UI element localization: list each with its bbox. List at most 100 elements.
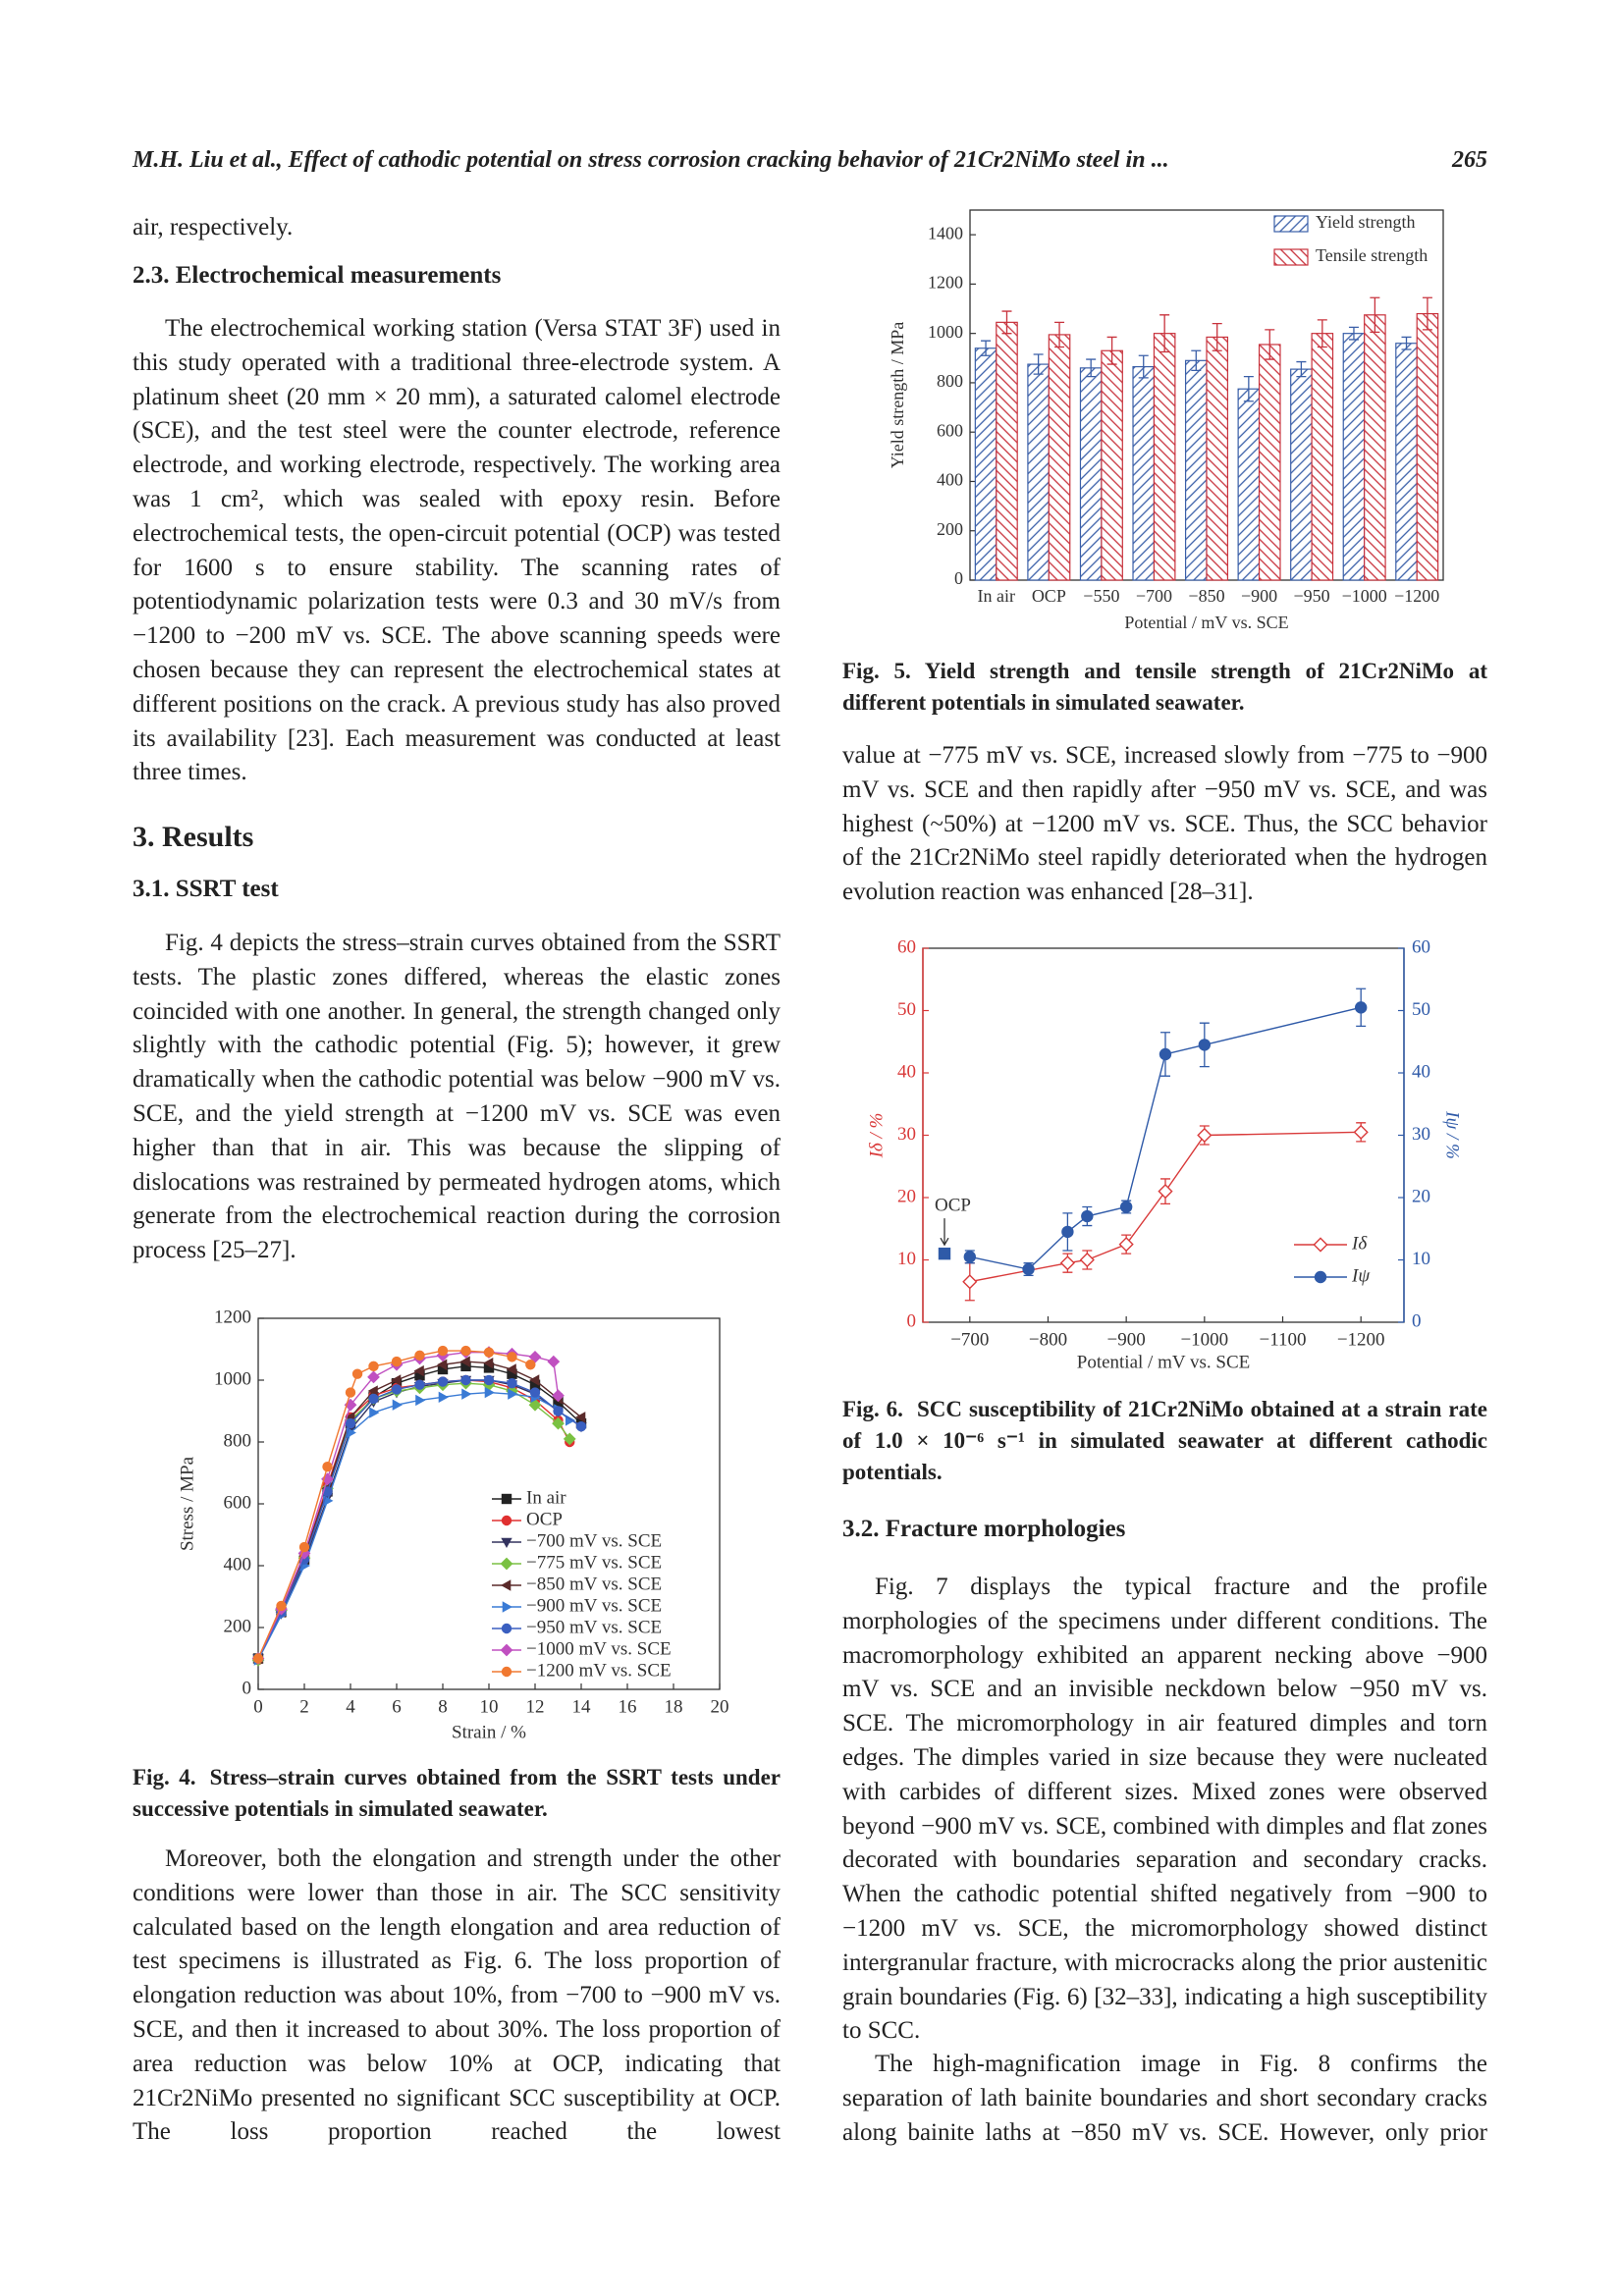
x-tick-label: 10 bbox=[480, 1696, 499, 1717]
y-axis-label: Iδ / % bbox=[866, 1113, 887, 1159]
y-axis-label: Stress / MPa bbox=[177, 1456, 197, 1551]
error-bar bbox=[1370, 296, 1380, 334]
data-point bbox=[553, 1406, 564, 1416]
data-point bbox=[575, 1412, 586, 1423]
legend-label: −700 mV vs. SCE bbox=[526, 1530, 662, 1551]
y2-tick-label: 60 bbox=[1412, 937, 1430, 957]
x-tick-label: 0 bbox=[253, 1696, 263, 1717]
legend-marker bbox=[502, 1601, 512, 1613]
y-tick-label: 60 bbox=[897, 937, 916, 957]
data-point bbox=[483, 1347, 495, 1358]
paragraph: value at −775 mV vs. SCE, increased slow… bbox=[842, 742, 1487, 906]
y-tick-label: 40 bbox=[897, 1061, 916, 1082]
error-bar bbox=[1348, 326, 1359, 341]
legend-label: −1200 mV vs. SCE bbox=[526, 1660, 672, 1681]
section-heading: 2.3. Electrochemical measurements bbox=[133, 262, 502, 289]
x-tick-label: −550 bbox=[1083, 586, 1119, 606]
paragraph: The electrochemical working station (Ver… bbox=[133, 315, 781, 786]
data-point bbox=[391, 1374, 402, 1386]
caption-text: Stress–strain curves obtained from the S… bbox=[133, 1765, 781, 1821]
y-tick-label: 400 bbox=[224, 1554, 252, 1575]
data-point bbox=[437, 1359, 448, 1370]
series-line bbox=[257, 1350, 531, 1659]
data-point bbox=[1159, 1047, 1172, 1061]
bar bbox=[1237, 388, 1261, 581]
legend-marker bbox=[501, 1666, 512, 1678]
x-axis-label: Strain / % bbox=[452, 1722, 526, 1742]
data-point bbox=[484, 1386, 495, 1399]
caption-text: Yield strength and tensile strength of 2… bbox=[842, 659, 1487, 715]
y-tick-label: 1000 bbox=[928, 322, 963, 342]
y-tick-label: 0 bbox=[954, 568, 963, 588]
data-point bbox=[962, 1274, 978, 1290]
error-bar bbox=[1401, 336, 1412, 350]
data-point bbox=[508, 1388, 518, 1400]
data-point bbox=[575, 1421, 587, 1432]
x-tick-label: 4 bbox=[346, 1696, 355, 1717]
page-number: 265 bbox=[1452, 147, 1487, 173]
x-tick-label: −900 bbox=[1241, 586, 1277, 606]
y-tick-label: 0 bbox=[907, 1310, 917, 1331]
error-bar bbox=[1317, 319, 1327, 348]
data-point bbox=[507, 1377, 517, 1389]
x-tick-label: −1000 bbox=[1180, 1329, 1228, 1350]
legend-label: Tensile strength bbox=[1316, 245, 1428, 265]
paragraph: Moreover, both the elongation and streng… bbox=[133, 1845, 781, 2146]
error-bar bbox=[1159, 314, 1170, 353]
data-point bbox=[367, 1370, 380, 1384]
y2-axis-label: Iψ / % bbox=[1442, 1110, 1463, 1159]
y-tick-label: 10 bbox=[897, 1249, 916, 1269]
error-bar bbox=[1086, 358, 1097, 378]
legend-label: −950 mV vs. SCE bbox=[526, 1617, 662, 1637]
y-axis-label: Yield strength / MPa bbox=[888, 322, 907, 469]
y2-tick-label: 50 bbox=[1412, 999, 1430, 1020]
error-bar bbox=[1001, 310, 1012, 335]
y-tick-label: 50 bbox=[897, 999, 916, 1020]
data-point bbox=[1197, 1127, 1213, 1144]
x-tick-label: −1200 bbox=[1337, 1329, 1385, 1350]
x-tick-label: 16 bbox=[619, 1696, 637, 1717]
x-tick-label: −950 bbox=[1294, 586, 1330, 606]
error-bar bbox=[1265, 329, 1275, 360]
data-point bbox=[1198, 1039, 1212, 1051]
bar bbox=[1079, 367, 1103, 581]
legend-marker bbox=[1313, 1237, 1328, 1253]
data-point bbox=[1079, 1252, 1095, 1268]
error-bar bbox=[1422, 296, 1432, 331]
annotation: OCP bbox=[935, 1196, 971, 1216]
legend-label: OCP bbox=[526, 1509, 563, 1529]
bar bbox=[1184, 359, 1208, 581]
paragraph: Fig. 7 displays the typical fracture and… bbox=[842, 1574, 1487, 2045]
caption-label: Fig. 5. bbox=[842, 659, 911, 683]
bar bbox=[1048, 334, 1071, 581]
data-point bbox=[437, 1345, 449, 1357]
legend-marker bbox=[1314, 1270, 1327, 1284]
legend-marker bbox=[500, 1643, 513, 1657]
y-tick-label: 200 bbox=[937, 519, 963, 539]
x-tick-label: 18 bbox=[665, 1696, 683, 1717]
data-point bbox=[368, 1361, 379, 1372]
x-tick-label: −1200 bbox=[1394, 586, 1439, 606]
data-point bbox=[252, 1653, 264, 1664]
x-tick-label: 6 bbox=[392, 1696, 402, 1717]
bar bbox=[1153, 333, 1176, 581]
x-tick-label: 8 bbox=[438, 1696, 448, 1717]
series-line bbox=[257, 1379, 570, 1661]
x-tick-label: −1000 bbox=[1342, 586, 1387, 606]
error-bar bbox=[1054, 321, 1065, 348]
x-tick-label: 14 bbox=[572, 1696, 592, 1717]
legend-swatch bbox=[1273, 248, 1309, 266]
data-point bbox=[1119, 1201, 1133, 1213]
legend-label: In air bbox=[526, 1487, 566, 1508]
data-point bbox=[437, 1376, 449, 1387]
y2-tick-label: 20 bbox=[1412, 1186, 1430, 1206]
data-point bbox=[322, 1461, 333, 1472]
legend-label: Iδ bbox=[1351, 1233, 1368, 1254]
x-axis-label: Potential / mV vs. SCE bbox=[1124, 613, 1288, 632]
data-point bbox=[529, 1387, 541, 1398]
x-tick-label: −700 bbox=[950, 1329, 989, 1350]
data-point bbox=[507, 1352, 517, 1362]
data-point bbox=[345, 1387, 356, 1398]
error-bar bbox=[1212, 322, 1222, 351]
figure-caption: Fig. 6. SCC susceptibility of 21Cr2NiMo o… bbox=[842, 1394, 1487, 1488]
